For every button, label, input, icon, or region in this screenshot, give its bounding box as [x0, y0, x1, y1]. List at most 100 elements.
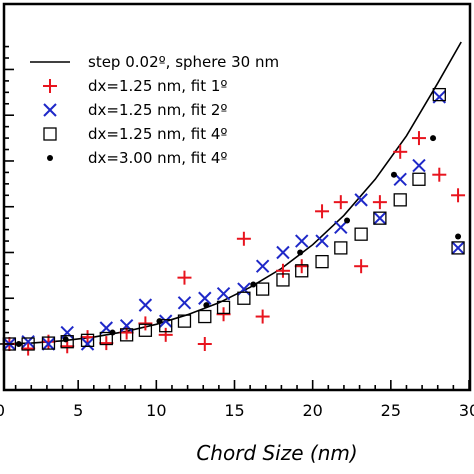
plot-frame	[2, 2, 472, 392]
data-point	[15, 341, 22, 347]
data-point	[138, 298, 153, 312]
legend-cross-symbol	[43, 103, 57, 117]
data-point	[109, 329, 116, 336]
data-point	[275, 263, 290, 278]
data-point	[432, 167, 447, 182]
data-point	[315, 204, 330, 219]
data-point	[80, 330, 95, 345]
data-point	[333, 195, 348, 210]
data-point	[334, 241, 348, 255]
data-point	[159, 314, 173, 328]
x-tick-label: 10	[146, 401, 166, 420]
legend-label: dx=3.00 nm, fit 4º	[88, 149, 228, 167]
data-point	[315, 254, 329, 269]
legend-label: dx=1.25 nm, fit 4º	[88, 125, 228, 143]
data-point	[99, 331, 113, 346]
data-point	[255, 259, 270, 273]
data-point	[119, 328, 134, 342]
data-point	[99, 336, 114, 351]
series-1	[2, 131, 466, 356]
data-point	[372, 195, 387, 210]
data-point	[297, 249, 304, 256]
data-point	[354, 259, 369, 274]
data-point	[41, 336, 56, 350]
series-2	[2, 90, 465, 351]
data-point	[451, 188, 466, 203]
x-tick-label: 0	[0, 401, 5, 420]
x-tick-label: 5	[73, 401, 83, 420]
data-point	[60, 335, 74, 349]
data-point	[451, 241, 465, 255]
legend-square-symbol	[43, 127, 57, 141]
data-point	[295, 264, 309, 278]
data-point	[412, 158, 426, 173]
data-point	[119, 325, 134, 340]
data-point	[62, 336, 69, 343]
x-axis-title: Chord Size (nm)	[196, 441, 357, 465]
data-point	[412, 172, 426, 186]
data-point	[411, 131, 426, 146]
data-point	[295, 234, 309, 248]
series-3	[2, 87, 465, 351]
x-tick-label: 15	[224, 401, 244, 420]
data-point	[455, 233, 462, 240]
data-point	[156, 318, 163, 325]
data-point	[393, 144, 408, 159]
x-tick-label: 30	[459, 401, 474, 420]
data-point	[334, 220, 348, 235]
data-point	[237, 282, 251, 296]
data-point	[393, 193, 407, 207]
legend-label: dx=1.25 nm, fit 2º	[88, 101, 228, 119]
data-point	[294, 259, 309, 274]
data-point	[451, 241, 465, 255]
legend: step 0.02º, sphere 30 nm dx=1.25 nm, fit …	[30, 53, 279, 167]
data-point	[198, 291, 212, 305]
data-point	[60, 325, 74, 340]
data-point	[80, 337, 95, 351]
marks-layer	[0, 41, 466, 356]
data-point	[216, 286, 231, 301]
data-point	[138, 323, 153, 337]
series-4	[15, 135, 462, 347]
data-point	[276, 245, 290, 260]
data-point	[119, 318, 134, 333]
x-tick-label: 20	[302, 401, 322, 420]
data-point	[390, 171, 397, 178]
data-point	[177, 296, 192, 310]
data-point	[430, 135, 437, 142]
data-point	[250, 281, 257, 288]
data-point	[344, 217, 351, 224]
data-point	[203, 302, 210, 309]
data-point	[315, 234, 329, 248]
data-point	[373, 211, 387, 225]
data-point	[432, 87, 446, 102]
data-point	[158, 327, 173, 342]
fit-curve	[0, 41, 462, 345]
legend-label: step 0.02º, sphere 30 nm	[88, 53, 279, 71]
data-point	[159, 319, 173, 333]
axes-layer: 0 5 10 15 20 25 30	[0, 2, 474, 420]
data-point	[80, 333, 95, 347]
data-point	[177, 314, 192, 328]
data-point	[276, 273, 290, 287]
data-point	[354, 227, 368, 241]
legend-dot-symbol	[47, 155, 53, 161]
data-point	[198, 309, 212, 324]
data-point	[354, 193, 368, 207]
data-point	[21, 337, 35, 351]
data-point	[177, 270, 192, 285]
legend-plus-symbol	[43, 79, 57, 93]
data-point	[237, 291, 251, 305]
legend-label: dx=1.25 nm, fit 1º	[88, 77, 228, 95]
data-point	[255, 282, 270, 296]
data-point	[373, 211, 387, 225]
data-point	[41, 337, 56, 351]
data-point	[216, 307, 231, 322]
data-point	[138, 316, 153, 331]
data-point	[236, 231, 251, 246]
data-point	[255, 309, 270, 324]
x-tick-label: 25	[381, 401, 401, 420]
data-point	[21, 341, 36, 356]
series-0	[0, 41, 462, 345]
